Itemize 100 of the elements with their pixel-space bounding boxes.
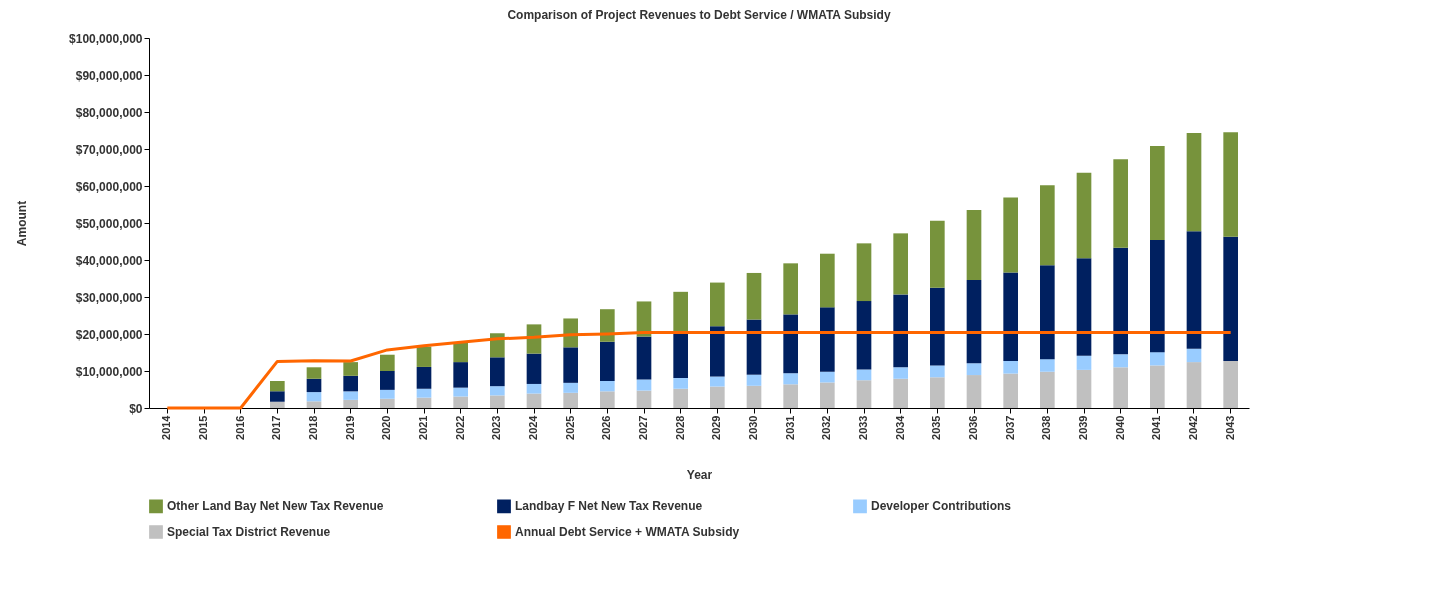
x-tick-label: 2014 [160, 414, 173, 440]
bar [820, 371, 835, 383]
bar [893, 233, 908, 295]
x-tick-label: 2030 [747, 415, 759, 440]
bar [930, 365, 945, 378]
bar [270, 380, 285, 392]
bar [600, 380, 615, 392]
y-tick-label: $10,000,000 [75, 364, 143, 379]
x-tick-label: 2026 [600, 415, 613, 440]
y-axis-title: Amount [15, 200, 30, 247]
legend-label: Annual Debt Service + WMATA Subsidy [515, 525, 740, 539]
bar [600, 341, 615, 381]
bar [1223, 132, 1238, 237]
x-tick-label: 2034 [893, 414, 906, 440]
bar [930, 377, 945, 408]
bar [490, 386, 505, 396]
bar [1040, 265, 1055, 360]
bar [1186, 362, 1202, 408]
bar [490, 395, 505, 408]
bar [1150, 240, 1165, 353]
x-tick-label: 2031 [783, 415, 796, 440]
x-tick-label: 2027 [637, 415, 649, 440]
bar [1040, 371, 1055, 408]
x-tick-label: 2039 [1077, 415, 1089, 440]
bar [270, 391, 285, 402]
bar [343, 399, 358, 408]
x-tick-label: 2022 [453, 415, 466, 440]
y-tick-label: $50,000,000 [75, 216, 143, 231]
bar [453, 396, 468, 408]
bar [820, 382, 835, 408]
bar [746, 385, 762, 408]
x-tick-label: 2038 [1040, 415, 1053, 440]
bar [710, 386, 725, 408]
bar [966, 210, 982, 280]
bar [416, 346, 432, 367]
bar [1003, 197, 1018, 273]
legend-label: Special Tax District Revenue [167, 525, 331, 539]
bar [1150, 146, 1165, 241]
x-tick-label: 2035 [930, 415, 943, 440]
bar [380, 389, 395, 399]
x-tick-label: 2028 [673, 415, 686, 440]
bar [710, 282, 725, 327]
y-tick-label: $70,000,000 [75, 142, 143, 157]
bar [526, 353, 542, 384]
bar [380, 371, 395, 390]
bar [343, 375, 358, 392]
bar [1113, 354, 1128, 368]
bar [416, 397, 432, 408]
legend-label: Other Land Bay Net New Tax Revenue [167, 499, 384, 514]
bar [930, 287, 945, 366]
bar [306, 367, 322, 379]
bar [1186, 348, 1202, 363]
bar [710, 376, 725, 387]
bar [1113, 367, 1128, 408]
bar [1003, 272, 1018, 362]
bar [966, 279, 982, 364]
y-tick-label: $100,000,000 [69, 31, 143, 46]
y-tick-label: $90,000,000 [75, 68, 143, 83]
chart-title: Comparison of Project Revenues to Debt Service / WMATA Subsidy [507, 8, 891, 22]
bar [966, 375, 982, 408]
x-axis-title: Year [686, 467, 713, 482]
y-tick-label: $30,000,000 [75, 290, 143, 305]
bar [1003, 361, 1018, 374]
bar [490, 357, 505, 387]
x-tick-label: 2023 [490, 415, 503, 440]
bar [856, 301, 872, 370]
bar [343, 391, 358, 400]
bar [673, 334, 688, 379]
bar [270, 401, 285, 408]
bar [1113, 159, 1128, 248]
bar [306, 401, 322, 408]
x-tick-label: 2016 [233, 415, 246, 440]
bar [600, 309, 615, 342]
bar [820, 307, 835, 372]
bar [1076, 369, 1092, 408]
legend-label: Landbay F Net New Tax Revenue [515, 499, 703, 514]
bar [930, 220, 945, 288]
y-tick-label: $20,000,000 [75, 327, 143, 342]
x-tick-label: 2015 [197, 415, 209, 440]
bar [563, 382, 578, 393]
x-tick-label: 2040 [1113, 415, 1126, 440]
bar [526, 393, 542, 408]
bar [856, 243, 872, 302]
bar [1186, 133, 1202, 232]
bar [893, 294, 908, 368]
bar [380, 354, 395, 371]
x-tick-label: 2037 [1003, 415, 1016, 440]
bar [783, 263, 798, 315]
x-tick-label: 2018 [307, 415, 319, 440]
legend-label: Developer Contributions [871, 499, 1012, 514]
bar [1113, 247, 1128, 355]
bar [1223, 361, 1238, 408]
bar [526, 383, 542, 394]
bar [453, 342, 468, 363]
x-tick-label: 2020 [380, 415, 393, 440]
bar [416, 366, 432, 389]
bar [306, 378, 322, 393]
bar [636, 336, 652, 380]
bar [856, 380, 872, 408]
bar [673, 291, 688, 334]
